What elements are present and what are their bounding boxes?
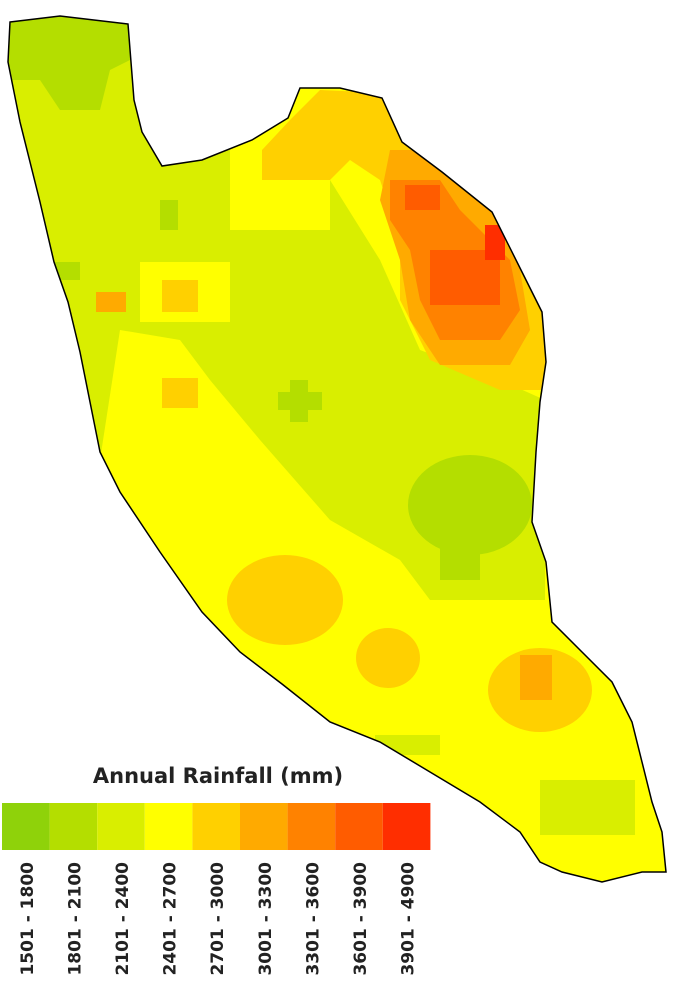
legend-swatch bbox=[144, 803, 193, 850]
zone bbox=[440, 540, 480, 580]
legend-title: Annual Rainfall (mm) bbox=[93, 764, 343, 788]
legend-label: 1801 - 2100 bbox=[65, 862, 85, 976]
zone bbox=[520, 655, 552, 700]
zone bbox=[8, 16, 545, 600]
zone bbox=[405, 185, 440, 210]
legend-swatch bbox=[2, 803, 50, 850]
zone bbox=[356, 628, 420, 688]
legend-swatch bbox=[287, 803, 336, 850]
legend-label: 2101 - 2400 bbox=[113, 862, 133, 976]
legend-label: 3601 - 3900 bbox=[351, 862, 371, 976]
zone bbox=[162, 378, 198, 408]
zone bbox=[227, 555, 343, 645]
zone bbox=[540, 780, 635, 835]
legend-label: 2401 - 2700 bbox=[161, 862, 181, 976]
legend-label: 3301 - 3600 bbox=[303, 862, 323, 976]
zone bbox=[485, 225, 505, 260]
legend-label: 2701 - 3000 bbox=[208, 862, 228, 976]
legend-swatch bbox=[97, 803, 145, 850]
zone bbox=[160, 200, 178, 230]
legend: 1501 - 1800 1801 - 2100 2101 - 2400 2401 - … bbox=[2, 803, 431, 976]
coastline bbox=[7, 15, 667, 883]
legend-label: 1501 - 1800 bbox=[18, 862, 38, 976]
legend-swatch bbox=[192, 803, 240, 850]
zone bbox=[278, 392, 322, 410]
legend-label: 3901 - 4900 bbox=[399, 862, 419, 976]
legend-swatch bbox=[335, 803, 383, 850]
legend-swatch bbox=[240, 803, 288, 850]
legend-swatch bbox=[382, 803, 431, 850]
zone bbox=[8, 16, 130, 110]
zone bbox=[162, 280, 198, 312]
zone bbox=[96, 292, 126, 312]
legend-swatch bbox=[49, 803, 98, 850]
zone bbox=[408, 455, 532, 555]
legend-label: 3001 - 3300 bbox=[256, 862, 276, 976]
